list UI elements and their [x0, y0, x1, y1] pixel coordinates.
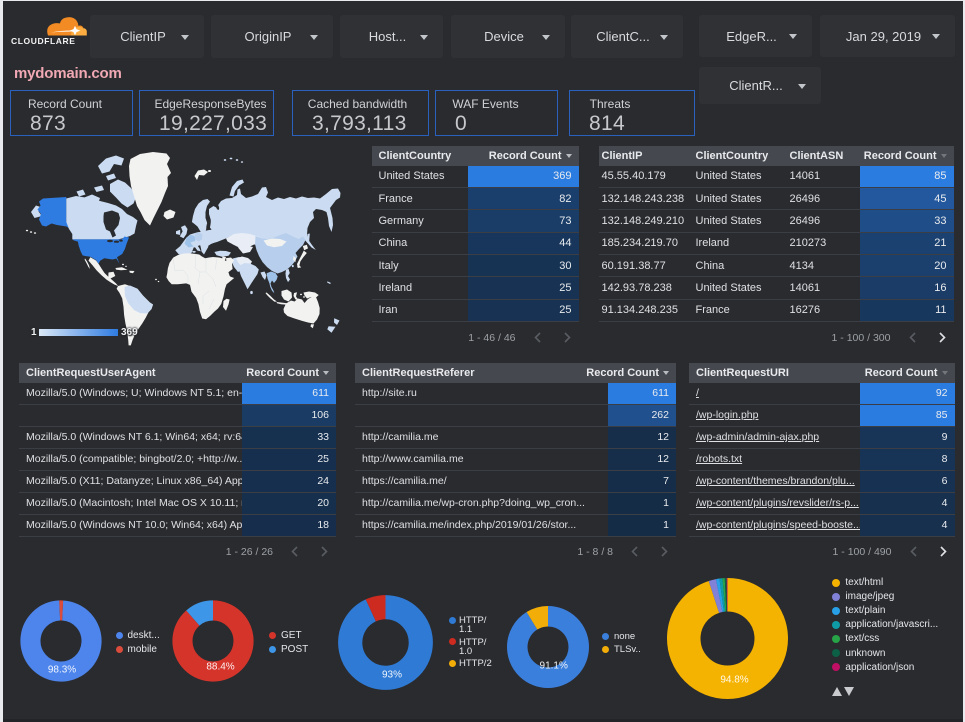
svg-text:CLOUDFLARE: CLOUDFLARE	[11, 36, 76, 46]
